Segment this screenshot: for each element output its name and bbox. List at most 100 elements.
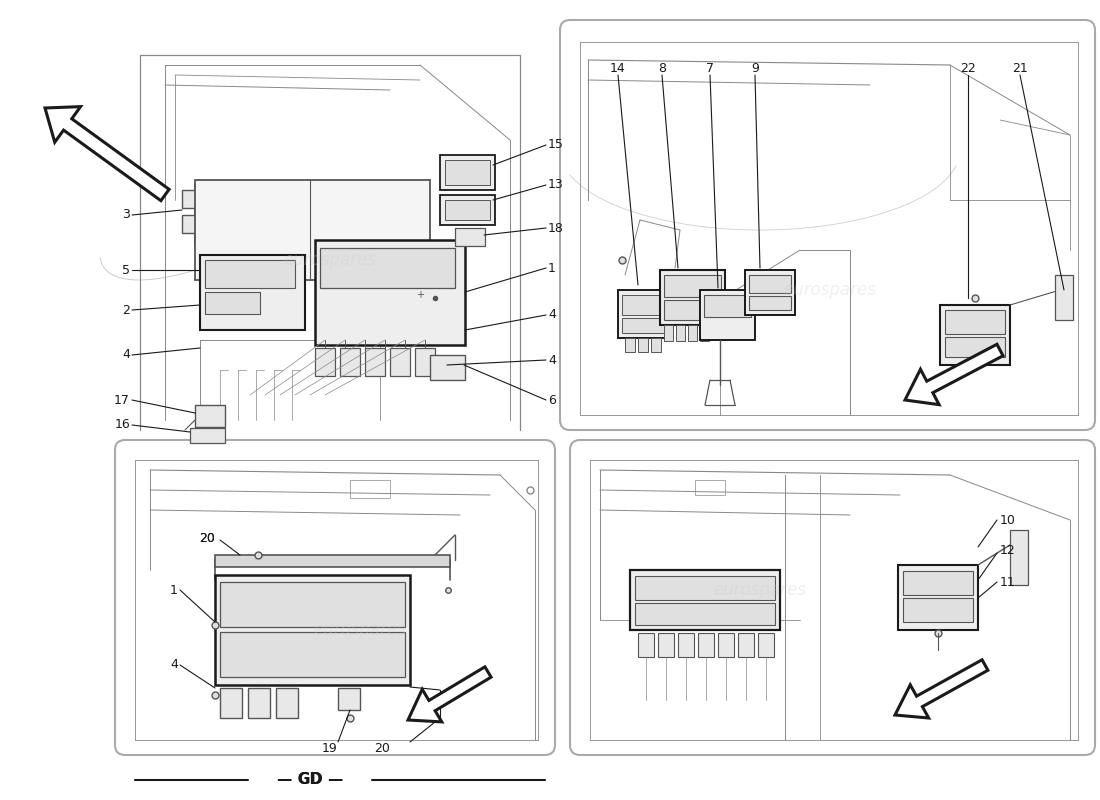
Bar	[745, 270, 795, 315]
Bar	[190, 428, 226, 443]
Text: eurospares: eurospares	[284, 251, 376, 269]
Text: 8: 8	[658, 62, 666, 74]
Bar	[195, 180, 430, 280]
Bar	[945, 337, 1005, 357]
Text: 20: 20	[199, 531, 214, 545]
Bar	[365, 348, 385, 376]
Text: 11: 11	[1000, 575, 1015, 589]
Polygon shape	[408, 667, 491, 722]
Bar	[638, 338, 648, 352]
Text: 1: 1	[548, 262, 556, 274]
Polygon shape	[45, 106, 169, 201]
Bar	[182, 190, 202, 208]
Bar	[415, 348, 434, 376]
FancyBboxPatch shape	[570, 440, 1094, 755]
Bar	[621, 318, 669, 333]
Bar	[664, 300, 720, 320]
Bar	[618, 290, 673, 338]
Bar	[695, 480, 725, 495]
Bar	[903, 598, 974, 622]
Bar	[248, 688, 270, 718]
Text: 4: 4	[548, 354, 556, 366]
Text: 2: 2	[122, 303, 130, 317]
Bar	[635, 603, 776, 625]
Bar	[688, 325, 697, 341]
Bar	[621, 295, 669, 315]
Bar	[660, 270, 725, 325]
Bar	[446, 200, 490, 220]
Bar	[276, 688, 298, 718]
Bar	[635, 576, 776, 600]
Text: 5: 5	[122, 263, 130, 277]
Polygon shape	[895, 660, 988, 718]
Bar	[651, 338, 661, 352]
Text: 18: 18	[548, 222, 564, 234]
Bar	[338, 688, 360, 710]
Text: 3: 3	[122, 209, 130, 222]
Bar	[630, 570, 780, 630]
Bar	[940, 305, 1010, 365]
Bar	[676, 325, 685, 341]
Text: 9: 9	[751, 62, 759, 74]
Text: 14: 14	[610, 62, 626, 74]
Bar	[718, 633, 734, 657]
Text: 13: 13	[548, 178, 563, 191]
Bar	[678, 633, 694, 657]
Text: 6: 6	[548, 394, 556, 406]
Bar	[214, 575, 410, 685]
Bar	[205, 260, 295, 288]
Bar	[658, 633, 674, 657]
Bar	[700, 325, 710, 341]
Bar	[340, 348, 360, 376]
Bar	[220, 688, 242, 718]
Bar	[430, 355, 465, 380]
Bar	[220, 582, 405, 627]
Bar	[315, 240, 465, 345]
Text: eurospares: eurospares	[314, 621, 406, 639]
Bar	[205, 292, 260, 314]
Text: eurospares: eurospares	[783, 281, 877, 299]
Bar	[664, 325, 673, 341]
Bar	[195, 405, 226, 427]
Text: GD: GD	[297, 773, 322, 787]
Text: 16: 16	[114, 418, 130, 431]
Bar	[704, 295, 751, 317]
Bar	[220, 632, 405, 677]
Text: — GD —: — GD —	[277, 773, 343, 787]
Bar	[200, 255, 305, 330]
Bar	[698, 633, 714, 657]
Bar	[749, 275, 791, 293]
Text: eurospares: eurospares	[714, 581, 806, 599]
Text: 10: 10	[1000, 514, 1016, 526]
Text: 4: 4	[122, 349, 130, 362]
Text: 15: 15	[548, 138, 564, 151]
Bar	[446, 160, 490, 185]
Bar	[440, 195, 495, 225]
Bar	[1010, 530, 1028, 585]
Bar	[700, 290, 755, 340]
FancyBboxPatch shape	[560, 20, 1094, 430]
Text: 17: 17	[114, 394, 130, 406]
Text: 7: 7	[706, 62, 714, 74]
Bar	[182, 215, 202, 233]
Bar	[1055, 275, 1072, 320]
Text: 19: 19	[322, 742, 338, 754]
Text: 20: 20	[374, 742, 389, 754]
Bar	[898, 565, 978, 630]
Text: 4: 4	[548, 309, 556, 322]
Bar	[214, 555, 450, 567]
Bar	[903, 571, 974, 595]
Bar	[664, 275, 720, 297]
Bar	[195, 185, 285, 245]
Bar	[738, 633, 754, 657]
Bar	[638, 633, 654, 657]
Bar	[350, 480, 390, 498]
Polygon shape	[905, 344, 1003, 405]
Text: 21: 21	[1012, 62, 1027, 74]
Text: 1: 1	[170, 583, 178, 597]
Text: 12: 12	[1000, 543, 1015, 557]
Bar	[440, 155, 495, 190]
Text: 20: 20	[199, 531, 214, 545]
Bar	[390, 348, 410, 376]
Bar	[315, 348, 336, 376]
